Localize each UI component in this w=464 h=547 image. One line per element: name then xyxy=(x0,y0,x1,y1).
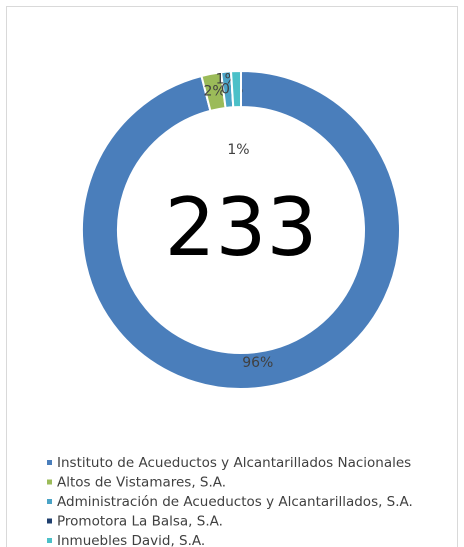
data-label: 2% xyxy=(203,83,225,99)
legend-marker xyxy=(47,499,52,504)
donut-segment xyxy=(81,69,401,390)
center-total: 233 xyxy=(165,181,318,274)
legend-label: Instituto de Acueductos y Alcantarillado… xyxy=(57,455,411,471)
chart-border xyxy=(6,6,458,547)
legend-marker xyxy=(47,479,52,485)
data-label: 1% xyxy=(227,142,249,158)
donut-segment xyxy=(229,69,242,109)
legend-label: Inmuebles David, S.A. xyxy=(57,533,205,547)
legend-label: Administración de Acueductos y Alcantari… xyxy=(57,494,413,510)
legend-marker xyxy=(47,460,52,465)
data-label: 96% xyxy=(242,355,273,371)
legend-marker xyxy=(47,518,52,524)
legend-label: Altos de Vistamares, S.A. xyxy=(57,475,226,491)
legend-label: Promotora La Balsa, S.A. xyxy=(57,514,223,530)
legend-marker xyxy=(47,538,52,543)
